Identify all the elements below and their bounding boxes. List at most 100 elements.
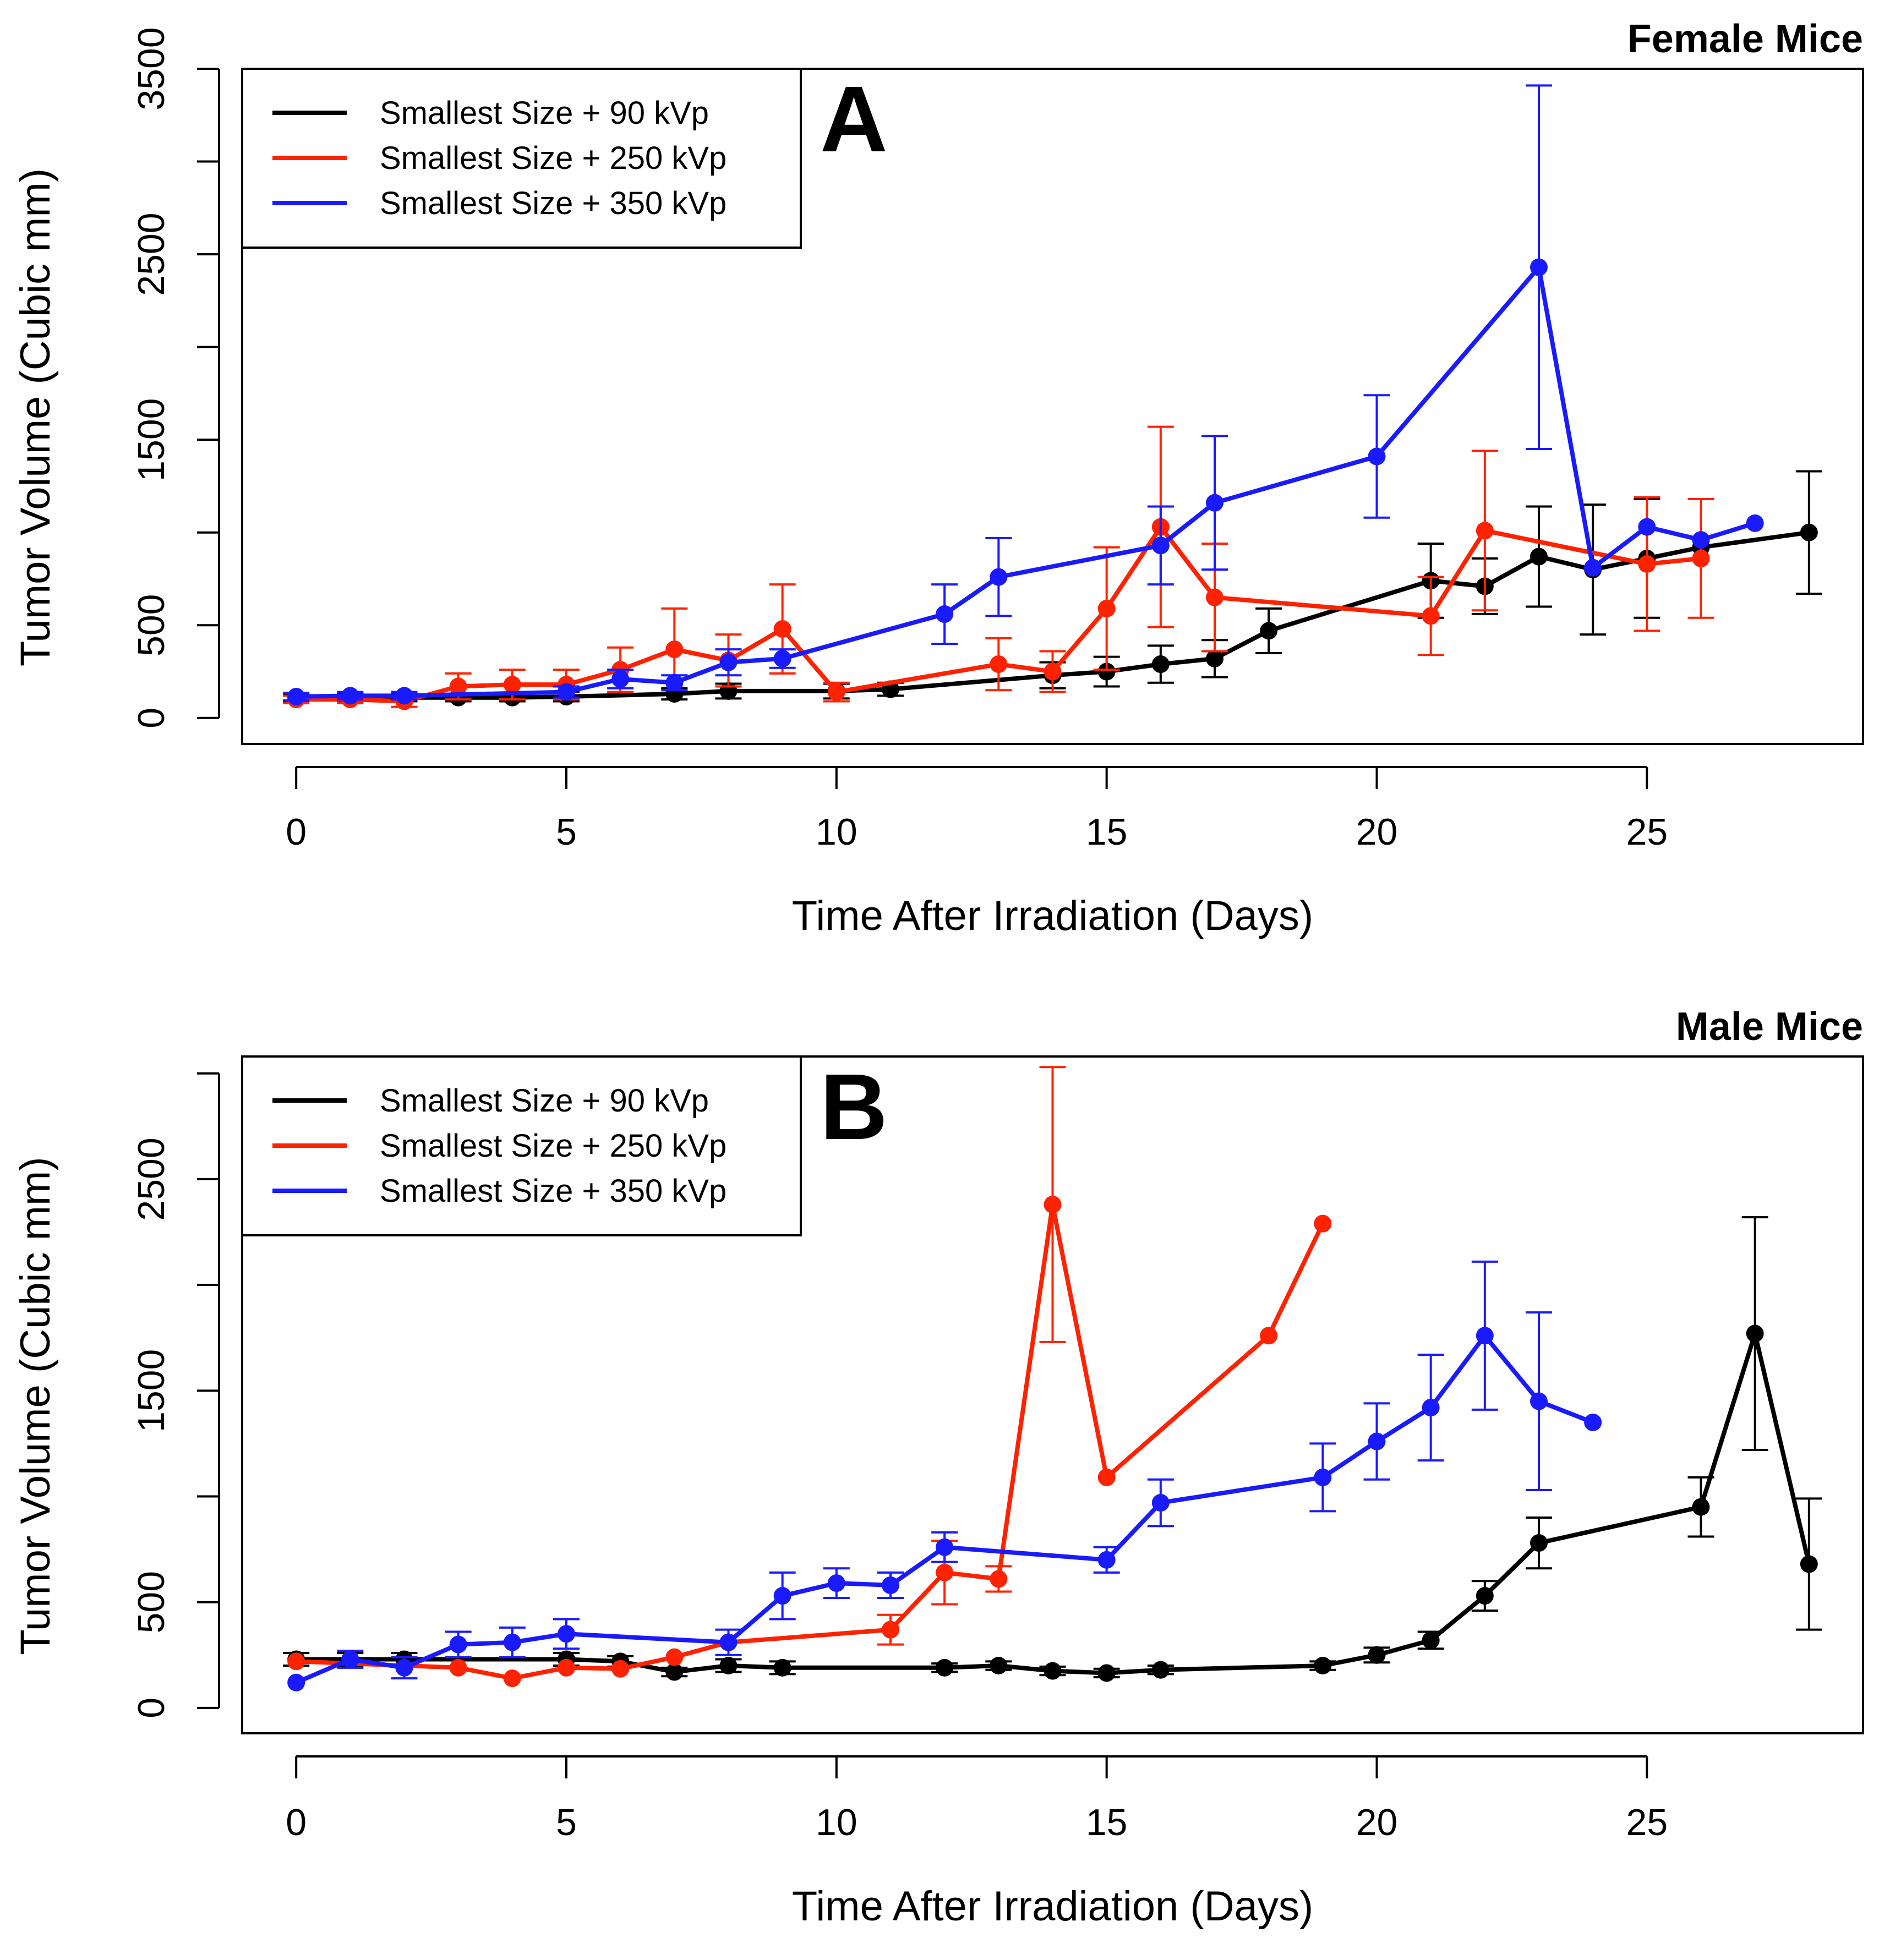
data-point: [449, 1658, 467, 1677]
panel-b-y-tick-label: 0: [130, 1698, 172, 1718]
data-point: [1260, 1327, 1278, 1345]
panel-b-y-tick-label: 2500: [130, 1137, 172, 1220]
legend-label: Smallest Size + 90 kVp: [380, 1083, 709, 1119]
panel-b-x-tick-label: 25: [1626, 1802, 1668, 1843]
data-point: [1800, 1555, 1818, 1573]
data-point: [882, 1576, 899, 1594]
series-line: [296, 524, 1701, 704]
legend-label: Smallest Size + 250 kVp: [380, 1128, 726, 1164]
data-point: [1368, 1432, 1386, 1450]
data-point: [1151, 655, 1170, 674]
data-point: [773, 1658, 791, 1677]
panel-a-letter: A: [820, 67, 888, 172]
panel-a-title: Female Mice: [1627, 17, 1863, 61]
data-point: [1692, 531, 1710, 549]
data-point: [558, 1658, 575, 1677]
panel-b-y-tick-label: 1500: [130, 1349, 172, 1432]
data-point: [990, 1570, 1008, 1588]
data-point: [990, 1657, 1008, 1674]
data-point: [558, 683, 575, 701]
data-point: [990, 655, 1008, 674]
data-point: [1368, 447, 1386, 466]
panel-a-y-tick-label: 2500: [130, 212, 172, 295]
panel-a-x-tick-label: 5: [556, 811, 577, 853]
data-point: [827, 683, 845, 701]
panel-a-x-tick-label: 10: [816, 811, 857, 853]
data-point: [1097, 1551, 1116, 1569]
panel-b-y-axis-title: Tumor Volume (Cubic mm): [12, 1157, 59, 1655]
data-point: [1746, 1324, 1764, 1343]
panel-a-x-tick-label: 20: [1356, 811, 1398, 853]
panel-a-y-tick-label: 500: [130, 594, 172, 656]
panel-a-y-axis: 0 500 1500 2500 3500 Tumor Volume (Cubic mm): [12, 27, 220, 729]
legend-label: Smallest Size + 350 kVp: [380, 185, 726, 221]
data-point: [936, 605, 954, 623]
legend-label: Smallest Size + 250 kVp: [380, 140, 726, 176]
data-point: [1260, 622, 1278, 640]
panel-b-plot-frame: [241, 1055, 1864, 1734]
data-point: [1151, 536, 1170, 555]
data-point: [1044, 1662, 1062, 1680]
series-line: [296, 1202, 1325, 1681]
panel-a-x-tick-label: 0: [286, 811, 307, 853]
data-point: [1206, 494, 1223, 512]
data-point: [341, 687, 359, 705]
data-point: [1097, 663, 1116, 681]
data-point: [1044, 1196, 1062, 1214]
data-point: [1800, 523, 1818, 541]
panel-b-title: Male Mice: [1676, 1005, 1863, 1049]
panel-a-series-2: [283, 84, 1764, 706]
panel-a-y-axis-title: Tumor Volume (Cubic mm): [12, 168, 59, 666]
panel-a-y-tick-label: 1500: [130, 398, 172, 481]
panel-a-y-tick-label: 3500: [130, 27, 172, 110]
panel-a: Female Mice 0 5 10 15 20 25 Time After Irradiat…: [12, 17, 1864, 939]
data-point: [1368, 1646, 1386, 1664]
panel-b-x-tick-label: 20: [1356, 1802, 1398, 1843]
data-point: [936, 1538, 954, 1556]
data-point: [1584, 1413, 1602, 1431]
data-point: [1097, 1664, 1116, 1682]
data-point: [882, 1620, 899, 1639]
panel-b-x-tick-label: 15: [1086, 1802, 1128, 1843]
data-point: [773, 620, 791, 638]
data-point: [1476, 1327, 1494, 1345]
data-point: [1206, 649, 1223, 667]
panel-a-x-tick-label: 25: [1626, 811, 1668, 853]
panel-b-legend: Smallest Size + 90 kVp Smallest Size + 25…: [241, 1055, 802, 1236]
panel-a-legend: Smallest Size + 90 kVp Smallest Size + 25…: [241, 68, 802, 249]
data-point: [1476, 522, 1494, 540]
data-point: [287, 1652, 305, 1671]
data-point: [1476, 1587, 1494, 1605]
series-line: [296, 265, 1756, 699]
data-point: [611, 670, 630, 688]
panel-b-x-axis-title: Time After Irradiation (Days): [792, 1883, 1313, 1930]
legend-label: Smallest Size + 350 kVp: [380, 1173, 726, 1209]
panel-b-series-2: [287, 1260, 1602, 1691]
series-line: [296, 530, 1810, 700]
legend-label: Smallest Size + 90 kVp: [380, 95, 709, 131]
data-point: [1097, 1468, 1116, 1486]
data-point: [503, 1669, 521, 1688]
panel-b-letter: B: [820, 1055, 888, 1159]
data-point: [1692, 549, 1710, 567]
data-point: [1530, 1392, 1548, 1410]
data-point: [936, 1658, 954, 1677]
panel-a-x-axis: 0 5 10 15 20 25 Time After Irradiation (Days): [286, 766, 1668, 939]
data-point: [1692, 1498, 1710, 1516]
data-point: [1151, 1661, 1170, 1679]
panel-b-x-tick-label: 5: [556, 1802, 577, 1843]
data-point: [665, 674, 684, 692]
data-point: [287, 688, 305, 706]
data-point: [1314, 1214, 1332, 1233]
data-point: [773, 649, 791, 667]
panel-b-x-tick-label: 10: [816, 1802, 857, 1843]
data-point: [1584, 559, 1602, 577]
data-point: [719, 1657, 738, 1674]
data-point: [503, 1633, 521, 1651]
data-point: [990, 568, 1008, 586]
data-point: [1638, 518, 1656, 536]
data-point: [395, 1658, 413, 1677]
panel-b-y-axis: 0 500 1500 2500 Tumor Volume (Cubic mm): [12, 1072, 220, 1718]
